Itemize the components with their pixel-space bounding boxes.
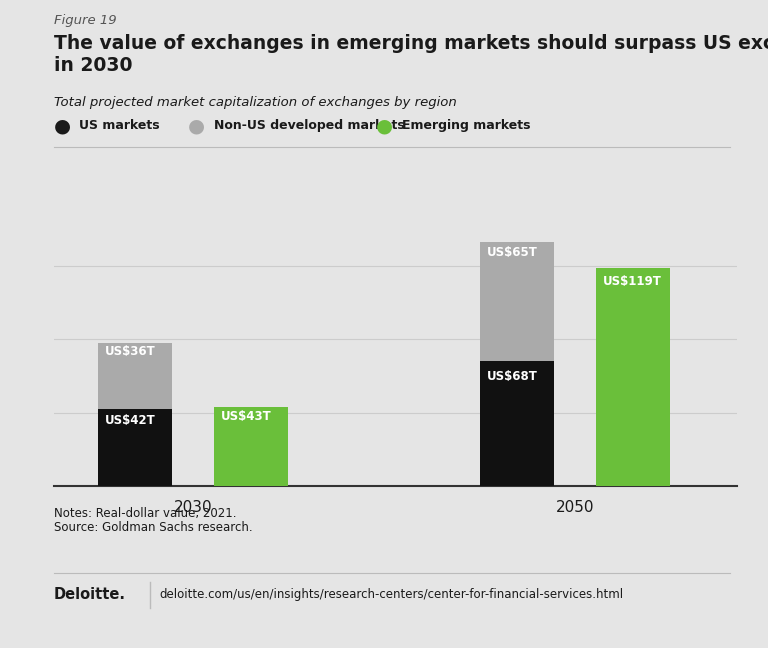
Text: US$68T: US$68T [487,370,538,383]
Text: US$119T: US$119T [603,275,662,288]
Text: Notes: Real-dollar value, 2021.: Notes: Real-dollar value, 2021. [54,507,237,520]
Text: Deloitte.: Deloitte. [54,587,126,603]
Text: Figure 19: Figure 19 [54,14,117,27]
Text: US$43T: US$43T [220,410,271,422]
Text: Emerging markets: Emerging markets [402,119,530,132]
Text: Total projected market capitalization of exchanges by region: Total projected market capitalization of… [54,96,456,109]
Bar [596,268,670,486]
Bar [98,409,172,486]
Text: US markets: US markets [79,119,160,132]
Text: US$65T: US$65T [487,246,538,259]
Bar [214,407,288,486]
Bar [480,362,554,486]
Text: deloitte.com/us/en/insights/research-centers/center-for-financial-services.html: deloitte.com/us/en/insights/research-cen… [160,588,624,601]
Text: Non-US developed markets: Non-US developed markets [214,119,404,132]
Bar [98,343,172,409]
Text: ●: ● [54,116,71,135]
Bar [480,242,554,362]
Text: ●: ● [376,116,393,135]
Text: US$42T: US$42T [104,415,155,428]
Text: US$36T: US$36T [104,345,155,358]
Text: ●: ● [188,116,205,135]
Text: The value of exchanges in emerging markets should surpass US exchanges
in 2030: The value of exchanges in emerging marke… [54,34,768,75]
Text: Source: Goldman Sachs research.: Source: Goldman Sachs research. [54,521,253,534]
